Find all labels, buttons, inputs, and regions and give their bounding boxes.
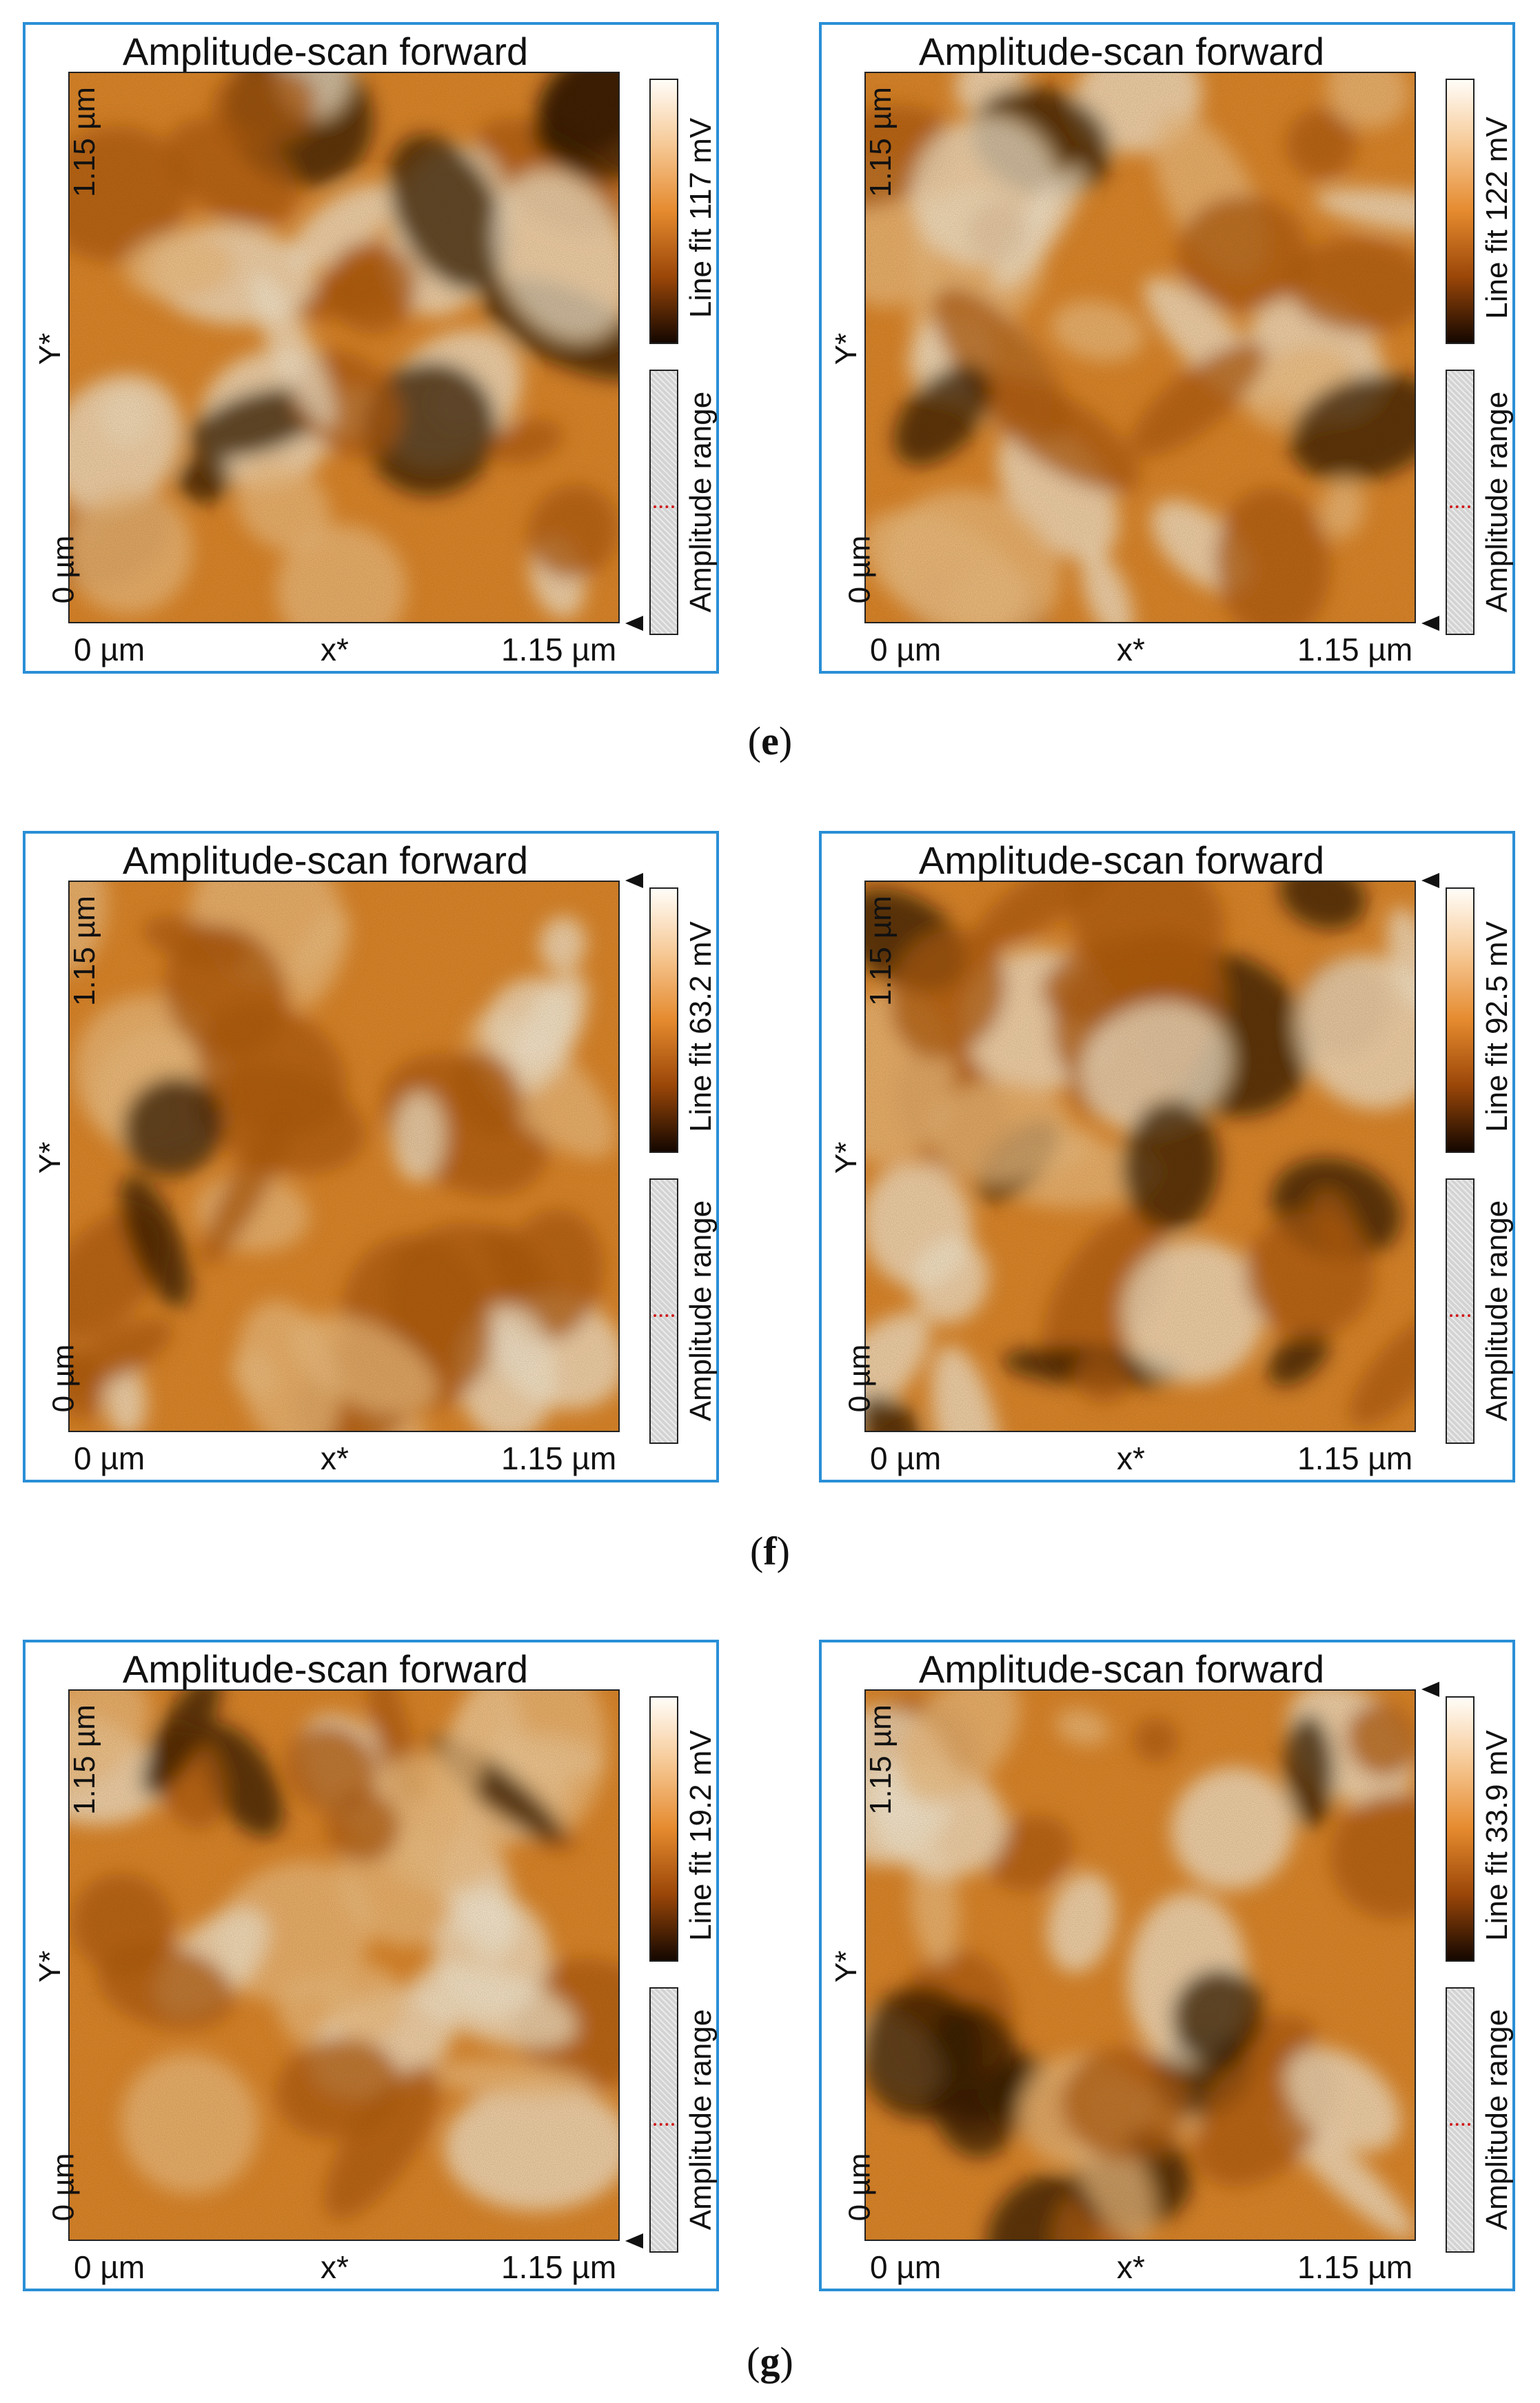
colorbar: [649, 79, 678, 344]
amplitude-range-label: Amplitude range: [684, 1200, 718, 1422]
amplitude-range-label: Amplitude range: [1480, 1200, 1514, 1422]
amplitude-range-label: Amplitude range: [1480, 391, 1514, 613]
y-axis-max-label: 1.15 µm: [67, 1705, 101, 1815]
range-marker: [1450, 1314, 1470, 1317]
afm-panel-e-left: Amplitude-scan forward 1.15 µm Y* 0 µm 0 µm x…: [23, 22, 719, 674]
scan-direction-arrow-icon: [1421, 616, 1439, 631]
x-axis-title: x*: [1117, 1440, 1145, 1476]
x-axis-title: x*: [321, 1440, 349, 1476]
y-axis-min-label: 0 µm: [46, 2153, 81, 2222]
scan-direction-arrow-icon: [1421, 873, 1439, 888]
colorbar-label: Line fit 117 mV: [684, 117, 718, 319]
scan-direction-arrow-icon: [1421, 1682, 1439, 1697]
colorbar-label: Line fit 63.2 mV: [684, 921, 718, 1132]
x-axis-title: x*: [321, 2249, 349, 2285]
x-axis-min-label: 0 µm: [870, 1440, 942, 1476]
x-axis-max-label: 1.15 µm: [501, 632, 617, 667]
x-axis-max-label: 1.15 µm: [501, 1440, 617, 1476]
x-axis-title: x*: [1117, 2249, 1145, 2285]
x-axis-min-label: 0 µm: [870, 632, 942, 667]
amplitude-range-slider: [1446, 370, 1475, 635]
panel-title: Amplitude-scan forward: [918, 30, 1325, 73]
scan-direction-arrow-icon: [625, 2233, 643, 2249]
x-axis-max-label: 1.15 µm: [1297, 632, 1413, 667]
range-marker: [1450, 2123, 1470, 2126]
colorbar: [1446, 1696, 1475, 1962]
colorbar-label: Line fit 92.5 mV: [1480, 921, 1514, 1132]
y-axis-min-label: 0 µm: [842, 2153, 877, 2222]
amplitude-range-slider: [649, 1987, 678, 2253]
afm-amplitude-image: [864, 72, 1416, 623]
y-axis-title: Y*: [32, 1950, 67, 1983]
y-axis-min-label: 0 µm: [842, 535, 877, 604]
colorbar-label: Line fit 122 mV: [1480, 117, 1514, 319]
caption-e: (e): [747, 718, 793, 763]
colorbar-label: Line fit 33.9 mV: [1480, 1730, 1514, 1941]
amplitude-range-slider: [649, 1178, 678, 1444]
y-axis-min-label: 0 µm: [46, 1344, 81, 1413]
y-axis-title: Y*: [829, 1141, 863, 1174]
y-axis-title: Y*: [32, 1141, 67, 1174]
y-axis-min-label: 0 µm: [46, 535, 81, 604]
colorbar: [649, 1696, 678, 1962]
panel-title: Amplitude-scan forward: [918, 1647, 1325, 1691]
afm-panel-e-right: Amplitude-scan forward 1.15 µm Y* 0 µm 0 µm x…: [819, 22, 1515, 674]
afm-panel-g-left: Amplitude-scan forward 1.15 µm Y* 0 µm 0 µm x…: [23, 1640, 719, 2291]
afm-panel-f-left: Amplitude-scan forward 1.15 µm Y* 0 µm 0 µm x…: [23, 831, 719, 1482]
amplitude-range-slider: [1446, 1178, 1475, 1444]
afm-amplitude-image: [864, 1689, 1416, 2241]
y-axis-max-label: 1.15 µm: [863, 87, 898, 197]
colorbar: [649, 887, 678, 1153]
x-axis-max-label: 1.15 µm: [1297, 2249, 1413, 2285]
caption-f: (f): [750, 1529, 790, 1573]
y-axis-title: Y*: [829, 332, 863, 365]
x-axis-min-label: 0 µm: [74, 632, 145, 667]
range-marker: [654, 2123, 674, 2126]
colorbar: [1446, 79, 1475, 344]
scan-direction-arrow-icon: [625, 873, 643, 888]
x-axis-max-label: 1.15 µm: [1297, 1440, 1413, 1476]
y-axis-title: Y*: [829, 1950, 863, 1983]
x-axis-min-label: 0 µm: [870, 2249, 942, 2285]
scan-direction-arrow-icon: [625, 616, 643, 631]
x-axis-title: x*: [1117, 632, 1145, 667]
x-axis-max-label: 1.15 µm: [501, 2249, 617, 2285]
x-axis-min-label: 0 µm: [74, 2249, 145, 2285]
amplitude-range-label: Amplitude range: [684, 2009, 718, 2231]
y-axis-max-label: 1.15 µm: [863, 896, 898, 1006]
y-axis-max-label: 1.15 µm: [863, 1705, 898, 1815]
afm-panel-g-right: Amplitude-scan forward 1.15 µm Y* 0 µm 0 µm x…: [819, 1640, 1515, 2291]
amplitude-range-slider: [649, 370, 678, 635]
panel-title: Amplitude-scan forward: [122, 838, 529, 882]
afm-panel-f-right: Amplitude-scan forward 1.15 µm Y* 0 µm 0 µm x…: [819, 831, 1515, 1482]
y-axis-title: Y*: [32, 332, 67, 365]
x-axis-min-label: 0 µm: [74, 1440, 145, 1476]
y-axis-min-label: 0 µm: [842, 1344, 877, 1413]
afm-amplitude-image: [68, 72, 620, 623]
afm-amplitude-image: [68, 1689, 620, 2241]
y-axis-max-label: 1.15 µm: [67, 896, 101, 1006]
amplitude-range-label: Amplitude range: [1480, 2009, 1514, 2231]
range-marker: [654, 505, 674, 508]
panel-title: Amplitude-scan forward: [918, 838, 1325, 882]
x-axis-title: x*: [321, 632, 349, 667]
afm-amplitude-image: [68, 881, 620, 1432]
amplitude-range-slider: [1446, 1987, 1475, 2253]
amplitude-range-label: Amplitude range: [684, 391, 718, 613]
range-marker: [1450, 505, 1470, 508]
panel-title: Amplitude-scan forward: [122, 30, 529, 73]
colorbar-label: Line fit 19.2 mV: [684, 1730, 718, 1941]
colorbar: [1446, 887, 1475, 1153]
afm-amplitude-image: [864, 881, 1416, 1432]
caption-g: (g): [747, 2339, 793, 2384]
range-marker: [654, 1314, 674, 1317]
panel-title: Amplitude-scan forward: [122, 1647, 529, 1691]
y-axis-max-label: 1.15 µm: [67, 87, 101, 197]
